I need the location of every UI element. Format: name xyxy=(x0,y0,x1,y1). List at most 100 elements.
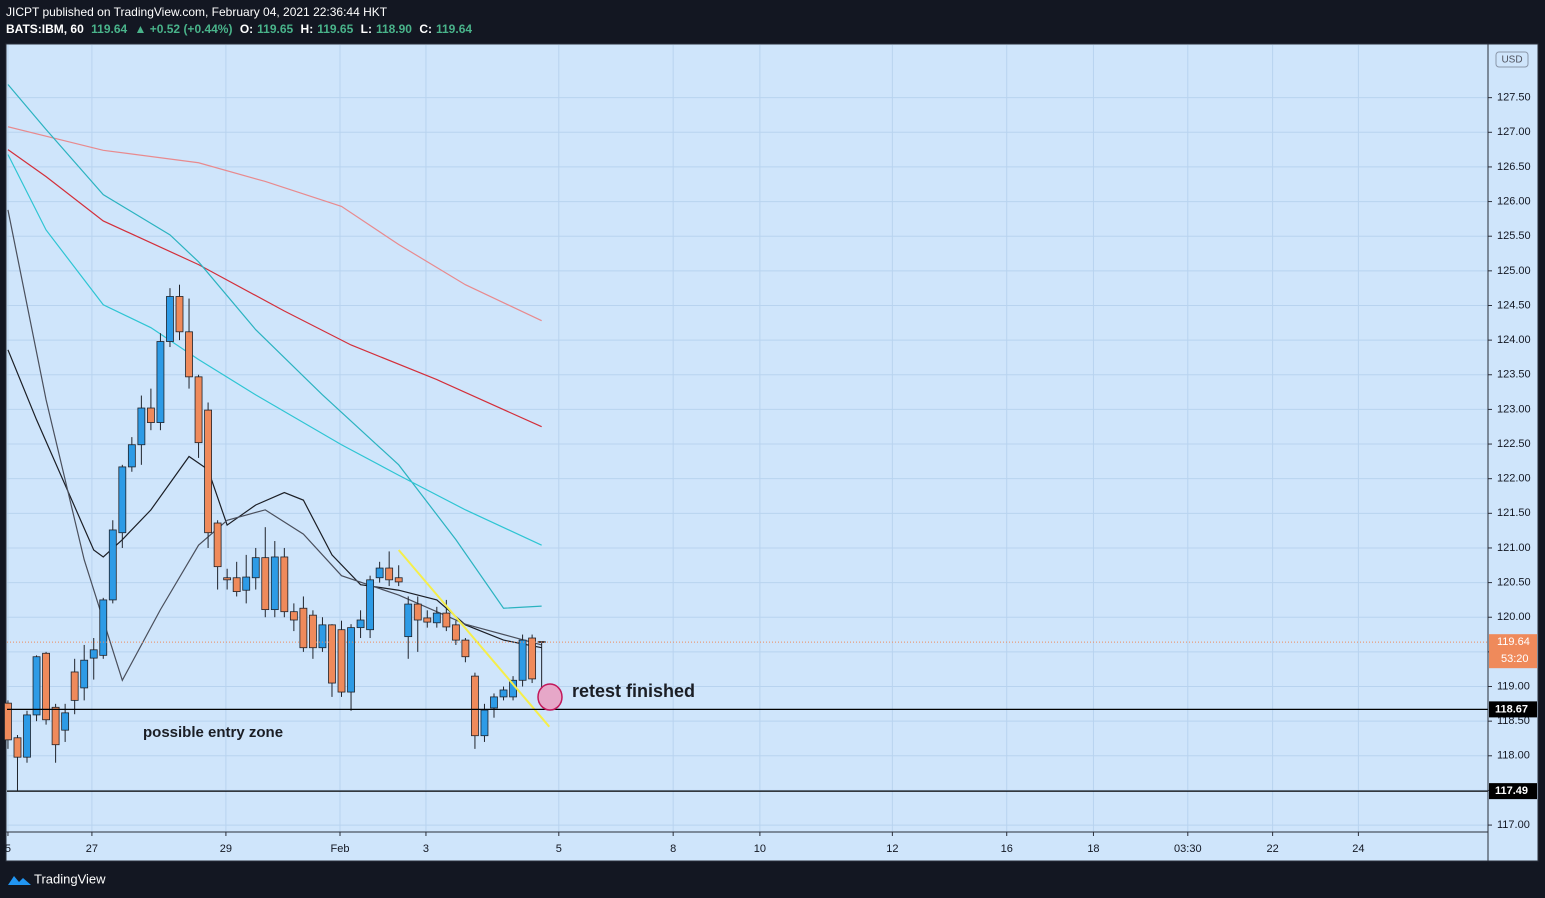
annotation: retest finished xyxy=(572,681,695,701)
x-tick-label: 18 xyxy=(1087,843,1099,855)
h-value: 119.65 xyxy=(317,22,354,36)
moving-average xyxy=(7,84,542,609)
y-tick-label: 127.50 xyxy=(1497,92,1531,104)
currency-box xyxy=(1495,51,1529,68)
candle-body xyxy=(166,296,174,342)
y-tick-label: 122.50 xyxy=(1497,438,1531,450)
o-label: O: xyxy=(239,22,254,36)
candle-body xyxy=(356,619,365,629)
candle-body xyxy=(89,649,98,659)
hline-label: 117.49 xyxy=(1495,785,1528,797)
y-tick-label: 126.50 xyxy=(1497,161,1531,173)
candle-body xyxy=(127,444,136,468)
symbol-bar: BATS:IBM, 60 119.64 ▲ +0.52 (+0.44%) O: 1… xyxy=(6,22,476,36)
x-tick-label: 24 xyxy=(1352,843,1364,855)
y-tick-label: 118.50 xyxy=(1497,715,1530,727)
candle-body xyxy=(204,409,212,534)
currency: USD xyxy=(1501,55,1522,66)
y-tick-label: 123.50 xyxy=(1497,369,1531,381)
candle-body xyxy=(194,376,203,444)
change: ▲ +0.52 (+0.44%) xyxy=(134,22,233,36)
candle-body xyxy=(51,706,60,746)
candle-body xyxy=(385,567,394,581)
candle-body xyxy=(499,689,508,698)
candle-body xyxy=(108,529,117,601)
moving-average xyxy=(7,126,542,322)
candle-body xyxy=(537,641,546,643)
candle-body xyxy=(223,577,232,581)
c-label: C: xyxy=(419,22,432,36)
y-tick-label: 125.00 xyxy=(1497,265,1531,277)
y-tick-label: 117.00 xyxy=(1497,819,1530,831)
o-value: 119.65 xyxy=(257,22,294,36)
candle-body xyxy=(309,614,317,649)
candle-body xyxy=(509,679,517,698)
candle-body xyxy=(13,737,22,758)
last-price-label: 119.64 xyxy=(1497,636,1530,648)
candle-body xyxy=(261,557,270,611)
y-tick-label: 125.50 xyxy=(1497,230,1531,242)
hline-label: 118.67 xyxy=(1495,703,1528,715)
y-tick-label: 127.00 xyxy=(1497,126,1531,138)
x-tick-label: 27 xyxy=(86,843,98,855)
x-tick-label: 03:30 xyxy=(1174,843,1202,855)
x-tick-label: 10 xyxy=(754,843,766,855)
candle-body xyxy=(490,696,498,709)
candle-body xyxy=(423,617,432,623)
y-tick-label: 119.50 xyxy=(1497,646,1530,658)
candle-body xyxy=(232,577,241,593)
candle-body xyxy=(404,603,413,638)
candle-body xyxy=(394,577,403,583)
y-tick-label: 117.50 xyxy=(1497,784,1530,796)
candle-body xyxy=(213,522,222,568)
trend-line xyxy=(397,549,551,728)
candle-body xyxy=(80,659,89,689)
candle-body xyxy=(528,637,537,680)
candle-body xyxy=(4,702,12,741)
y-tick-label: 126.00 xyxy=(1497,195,1531,207)
candle-body xyxy=(118,466,127,534)
x-tick-label: 5 xyxy=(5,843,11,855)
last: 119.64 xyxy=(91,22,128,36)
moving-average xyxy=(7,154,542,546)
candle-body xyxy=(442,612,451,628)
candle-body xyxy=(99,599,108,656)
publish-info: JICPT published on TradingView.com, Febr… xyxy=(6,5,388,19)
candle-body xyxy=(185,331,193,378)
pane xyxy=(5,43,1539,862)
candle-body xyxy=(471,675,479,737)
candle-body xyxy=(70,671,79,701)
symbol: BATS:IBM, 60 xyxy=(6,22,84,36)
x-tick-label: 3 xyxy=(423,843,429,855)
candle-body xyxy=(328,624,336,684)
l-value: 118.90 xyxy=(375,22,412,36)
marker-ellipse xyxy=(537,683,563,711)
x-tick-label: 8 xyxy=(670,843,676,855)
candle-body xyxy=(32,656,41,716)
annotation: possible entry zone xyxy=(143,724,283,741)
candle-body xyxy=(518,639,527,681)
c-value: 119.64 xyxy=(436,22,473,36)
y-tick-label: 120.50 xyxy=(1497,577,1531,589)
l-label: L: xyxy=(360,22,372,36)
y-tick-label: 121.50 xyxy=(1497,507,1531,519)
candle-body xyxy=(251,557,260,579)
hline-box xyxy=(1489,783,1537,800)
candle-body xyxy=(175,296,184,333)
candle-body xyxy=(318,624,327,649)
y-tick-label: 119.00 xyxy=(1497,680,1530,692)
candle-body xyxy=(280,556,289,613)
h-label: H: xyxy=(300,22,314,36)
hline-box xyxy=(1489,701,1537,718)
candle-body xyxy=(413,603,422,621)
countdown: 53:20 xyxy=(1501,653,1529,665)
y-tick-label: 118.00 xyxy=(1497,750,1530,762)
moving-average xyxy=(7,209,542,682)
candle-body xyxy=(242,576,251,591)
y-tick-label: 120.00 xyxy=(1497,611,1531,623)
candle-body xyxy=(61,712,70,731)
candle-body xyxy=(147,407,155,423)
x-tick-label: 16 xyxy=(1001,843,1013,855)
x-tick-label: Feb xyxy=(331,843,350,855)
